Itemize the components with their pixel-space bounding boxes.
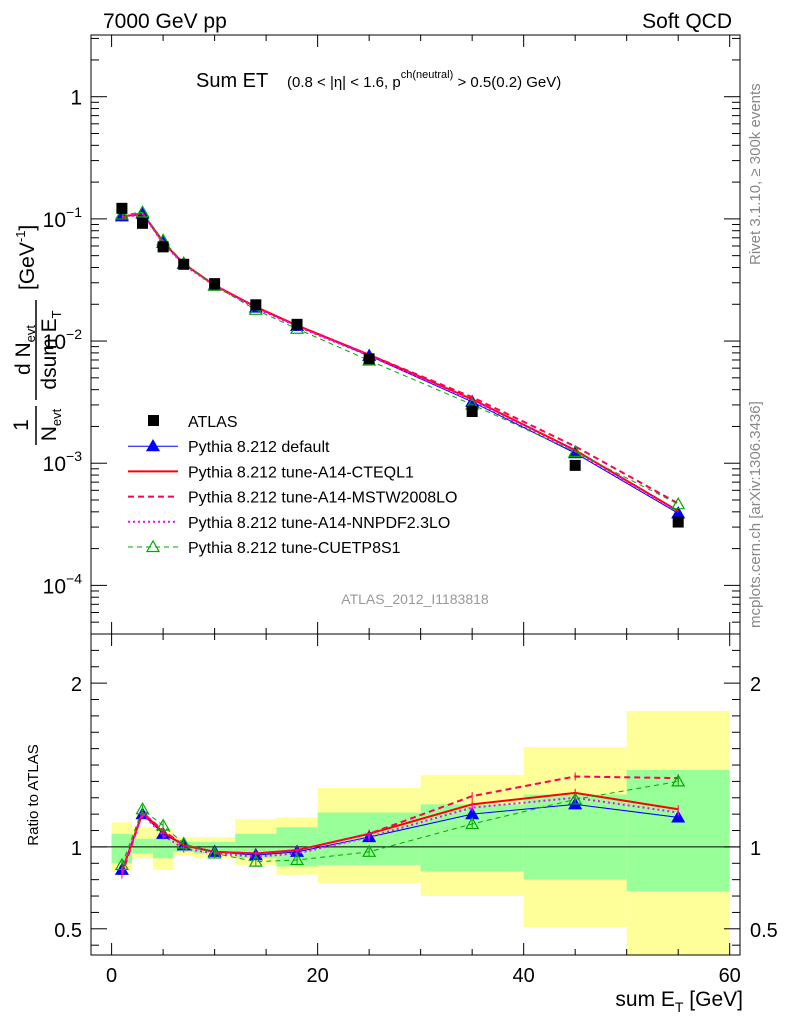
- y-axis-label: d Nevt dsum ET 1 Nevt [GeV-1]: [10, 225, 64, 445]
- legend: ATLAS Pythia 8.212 default Pythia 8.212 tu…: [128, 414, 457, 557]
- y-label-unit-end: ]: [16, 225, 39, 231]
- ratio-band-inner-2: [152, 838, 174, 859]
- mcplots-side-label: mcplots.cern.ch [arXiv:1306.3436]: [747, 401, 764, 628]
- y-label-unit-sup: -1: [13, 231, 28, 243]
- series-line-main-2: [121, 212, 679, 505]
- y-tick-label-2: 10−2: [43, 326, 83, 354]
- ratio-panel: [91, 710, 740, 955]
- y-tick-label-base-4: 10: [43, 575, 66, 598]
- ratio-band-inner-10: [626, 769, 730, 892]
- data-point-2: [157, 241, 169, 253]
- y-label-frac-num-sub: evt: [23, 325, 38, 343]
- x-label-sub: T: [675, 999, 684, 1015]
- data-point-8: [466, 406, 478, 418]
- legend-marker-0: [145, 438, 161, 452]
- y-label-prefix-den-text: N: [38, 426, 61, 441]
- y-tick-label-1: 10−1: [43, 204, 83, 232]
- series-line-main-4: [121, 211, 679, 505]
- y-tick-label-exp-2: −2: [66, 326, 82, 342]
- series-point-ratio-4-4: [207, 846, 222, 859]
- series-point-ratio-4-5: [248, 854, 263, 867]
- ratio-tick-label-right-2: 0.5: [750, 920, 778, 942]
- y-label-frac-den: dsum ET: [38, 310, 64, 389]
- y-label-prefix-den: Nevt: [38, 408, 64, 441]
- y-tick-label-0: 1: [70, 87, 82, 110]
- plot-title-cut-a: (0.8 < |η| < 1.6, p: [287, 74, 401, 91]
- series-line-ratio-4: [121, 780, 679, 866]
- x-tick-label-0: 0: [106, 965, 117, 987]
- data-point-1: [137, 217, 149, 229]
- series-point-ratio-4-9: [568, 792, 583, 805]
- y-label-frac-num-text: d N: [12, 342, 35, 375]
- series-point-ratio-4-7: [362, 844, 377, 857]
- y-tick-label-4: 10−4: [43, 570, 83, 598]
- y-label-prefix-den-sub: evt: [49, 408, 64, 426]
- y-label-prefix-num: 1: [10, 419, 33, 431]
- series-point-ratio-4-1: [135, 802, 150, 815]
- data-point-5: [250, 299, 262, 311]
- header-right-label: Soft QCD: [642, 10, 732, 33]
- ratio-frame: [90, 633, 741, 956]
- legend-label-1: Pythia 8.212 tune-A14-CTEQL1: [188, 464, 414, 481]
- legend-marker-data: [148, 415, 159, 426]
- x-axis-label: sum ET [GeV]: [615, 988, 743, 1015]
- y-label-frac-num: d Nevt: [12, 325, 38, 375]
- series-point-main-4-1: [135, 205, 150, 218]
- y-label-unit-text: [GeV: [16, 242, 39, 290]
- legend-label-3: Pythia 8.212 tune-A14-NNPDF2.3LO: [188, 515, 450, 532]
- data-point-10: [672, 516, 684, 528]
- legend-label-4: Pythia 8.212 tune-CUETP8S1: [188, 540, 401, 557]
- x-label-main: sum E: [615, 988, 675, 1011]
- x-label-unit: [GeV]: [683, 988, 743, 1011]
- plot-title-main: Sum ET: [196, 70, 268, 92]
- data-point-6: [291, 318, 303, 330]
- series-point-main-4-9: [568, 444, 583, 457]
- series-point-ratio-4-8: [465, 816, 480, 830]
- ratio-y-axis-label: Ratio to ATLAS: [25, 744, 42, 845]
- rivet-side-label: Rivet 3.1.10, ≥ 300k events: [747, 83, 764, 265]
- y-label-frac-den-sub: T: [49, 310, 64, 318]
- y-tick-label-exp-1: −1: [66, 204, 82, 220]
- series-point-ratio-0-10: [671, 810, 686, 823]
- series-point-ratio-4-2: [156, 818, 171, 831]
- legend-label-data: ATLAS: [188, 414, 238, 431]
- y-tick-label-exp-4: −4: [66, 570, 82, 586]
- series-point-ratio-4-0: [114, 857, 129, 871]
- data-point-7: [363, 353, 375, 365]
- series-point-ratio-4-10: [671, 774, 686, 787]
- legend-label-0: Pythia 8.212 default: [188, 439, 330, 456]
- plot-title-cut-sup: ch(neutral): [401, 69, 454, 81]
- series-point-ratio-4-3: [176, 836, 191, 849]
- plot-title-cut-b: > 0.5(0.2) GeV): [453, 74, 561, 91]
- data-point-9: [569, 459, 581, 471]
- main-panel: Sum ET (0.8 < |η| < 1.6, pch(neutral) > …: [114, 69, 686, 607]
- y-tick-label-base-1: 10: [43, 209, 66, 232]
- y-tick-label-base-3: 10: [43, 453, 66, 476]
- ratio-tick-label-right-0: 2: [750, 674, 761, 696]
- header-left-label: 7000 GeV pp: [103, 10, 227, 33]
- ratio-tick-label-right-1: 1: [750, 838, 761, 860]
- ratio-band-inner-1: [132, 838, 153, 854]
- y-label-unit: [GeV-1]: [13, 225, 39, 290]
- legend-marker-4: [145, 539, 161, 553]
- ratio-tick-label-left-1: 1: [71, 838, 82, 860]
- data-point-3: [178, 258, 190, 270]
- ratio-tick-label-left-2: 0.5: [54, 920, 82, 942]
- y-label-frac-den-text: dsum E: [38, 318, 61, 389]
- y-tick-label-exp-3: −3: [66, 448, 82, 464]
- data-point-4: [209, 278, 221, 290]
- series-point-ratio-4-6: [289, 852, 305, 866]
- series-point-main-4-10: [671, 496, 686, 510]
- analysis-watermark: ATLAS_2012_I1183818: [341, 591, 489, 607]
- x-tick-label-20: 20: [307, 965, 329, 987]
- ratio-tick-label-left-0: 2: [71, 674, 82, 696]
- x-tick-label-40: 40: [513, 965, 535, 987]
- data-point-0: [116, 202, 128, 214]
- x-tick-label-60: 60: [719, 965, 741, 987]
- legend-label-2: Pythia 8.212 tune-A14-MSTW2008LO: [188, 490, 457, 507]
- y-tick-label-base-2: 10: [43, 331, 66, 354]
- plot-title-cuts: (0.8 < |η| < 1.6, pch(neutral) > 0.5(0.2…: [287, 69, 561, 91]
- y-tick-label-3: 10−3: [43, 448, 83, 476]
